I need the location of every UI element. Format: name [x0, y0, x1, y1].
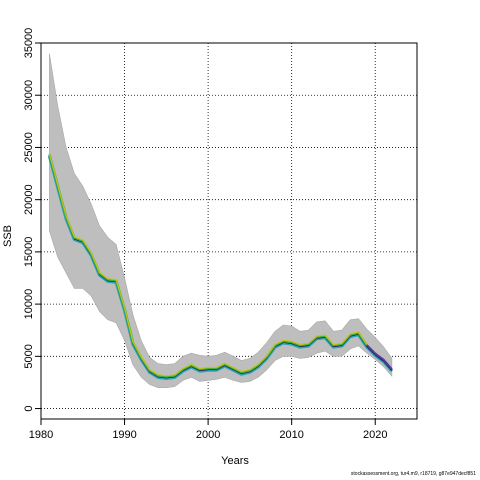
x-tick-label: 2000 — [196, 429, 220, 441]
series-line-yellow — [48, 153, 368, 377]
y-tick-label: 0 — [23, 405, 35, 411]
y-tick-label: 30000 — [23, 80, 35, 111]
x-axis: 1980 1990 2000 2010 2020 — [29, 419, 387, 441]
y-axis: 0 5000 10000 15000 20000 25000 30000 35000 — [23, 28, 41, 412]
footer-credit: stockassessment.org, tur4.m9, r18719, g8… — [350, 471, 476, 477]
series-line-purple — [366, 344, 393, 370]
x-tick-label: 1990 — [112, 429, 136, 441]
y-tick-label: 15000 — [23, 237, 35, 268]
x-tick-label: 1980 — [29, 429, 53, 441]
confidence-band — [49, 53, 393, 388]
series-line-green — [48, 153, 368, 378]
estimate-lines — [47, 153, 394, 380]
y-tick-label: 10000 — [23, 289, 35, 320]
y-tick-label: 25000 — [23, 132, 35, 163]
x-tick-label: 2010 — [279, 429, 303, 441]
y-tick-label: 5000 — [23, 344, 35, 368]
plot-frame — [40, 42, 418, 420]
x-axis-title: Years — [221, 455, 249, 467]
y-axis-title: SSB — [2, 225, 14, 247]
x-tick-label: 2020 — [363, 429, 387, 441]
y-tick-label: 20000 — [23, 184, 35, 215]
y-tick-label: 35000 — [23, 28, 35, 59]
